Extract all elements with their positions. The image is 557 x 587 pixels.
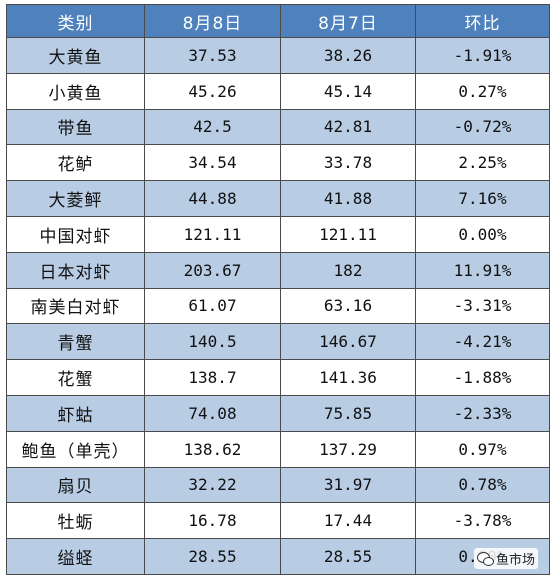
header-row: 类别 8月8日 8月7日 环比	[6, 4, 550, 38]
header-aug-8: 8月8日	[144, 4, 281, 38]
cell-change: 11.91%	[415, 251, 550, 289]
wechat-icon	[477, 551, 494, 566]
cell-aug-8-price: 138.7	[144, 359, 281, 396]
cell-category: 大菱鲆	[6, 180, 145, 217]
cell-category: 日本对虾	[6, 251, 145, 289]
cell-category: 带鱼	[6, 108, 145, 146]
header-category: 类别	[6, 4, 145, 38]
table-row: 扇贝 32.22 31.97 0.78%	[6, 466, 550, 504]
cell-aug-7-price: 41.88	[280, 180, 416, 217]
cell-change: 0.27%	[415, 72, 550, 110]
cell-aug-7-price: 182	[280, 251, 416, 289]
table-row: 中国对虾 121.11 121.11 0.00%	[6, 215, 550, 253]
cell-aug-7-price: 146.67	[280, 323, 416, 361]
cell-change: -3.78%	[415, 502, 550, 540]
cell-aug-8-price: 140.5	[144, 323, 281, 361]
table-header: 类别 8月8日 8月7日 环比	[6, 4, 550, 38]
cell-category: 牡蛎	[6, 502, 145, 540]
cell-aug-7-price: 141.36	[280, 359, 416, 396]
cell-category: 缢蛏	[6, 538, 145, 575]
cell-change: 0.97%	[415, 430, 550, 468]
cell-change: -1.91%	[415, 37, 550, 74]
cell-category: 中国对虾	[6, 215, 145, 253]
header-change: 环比	[415, 4, 550, 38]
cell-category: 鲍鱼（单壳）	[6, 430, 145, 468]
price-table: 类别 8月8日 8月7日 环比 大黄鱼 37.53 38.26 -1.91% 小黄鱼 45…	[6, 4, 550, 575]
cell-category: 扇贝	[6, 466, 145, 504]
cell-aug-8-price: 42.5	[144, 108, 281, 146]
cell-change: -1.88%	[415, 359, 550, 396]
cell-aug-7-price: 137.29	[280, 430, 416, 468]
table-row: 带鱼 42.5 42.81 -0.72%	[6, 108, 550, 146]
cell-aug-7-price: 17.44	[280, 502, 416, 540]
cell-category: 花蟹	[6, 359, 145, 396]
table-body: 大黄鱼 37.53 38.26 -1.91% 小黄鱼 45.26 45.14 0.27% 带鱼 4…	[6, 37, 550, 575]
cell-change: 0.00%	[415, 215, 550, 253]
cell-aug-8-price: 28.55	[144, 538, 281, 575]
cell-change: 0.78%	[415, 466, 550, 504]
cell-aug-8-price: 32.22	[144, 466, 281, 504]
table-row: 大菱鲆 44.88 41.88 7.16%	[6, 180, 550, 217]
cell-change: -2.33%	[415, 394, 550, 432]
table-row: 花鲈 34.54 33.78 2.25%	[6, 144, 550, 182]
cell-aug-8-price: 74.08	[144, 394, 281, 432]
table-row: 花蟹 138.7 141.36 -1.88%	[6, 359, 550, 396]
table-row: 鲍鱼（单壳） 138.62 137.29 0.97%	[6, 430, 550, 468]
table-row: 小黄鱼 45.26 45.14 0.27%	[6, 72, 550, 110]
cell-aug-8-price: 44.88	[144, 180, 281, 217]
cell-aug-8-price: 45.26	[144, 72, 281, 110]
cell-change: 7.16%	[415, 180, 550, 217]
cell-change: 2.25%	[415, 144, 550, 182]
cell-category: 南美白对虾	[6, 287, 145, 325]
cell-aug-7-price: 63.16	[280, 287, 416, 325]
cell-aug-7-price: 28.55	[280, 538, 416, 575]
cell-aug-7-price: 31.97	[280, 466, 416, 504]
cell-category: 大黄鱼	[6, 37, 145, 74]
header-aug-7: 8月7日	[280, 4, 416, 38]
cell-aug-7-price: 38.26	[280, 37, 416, 74]
cell-aug-8-price: 138.62	[144, 430, 281, 468]
cell-aug-8-price: 37.53	[144, 37, 281, 74]
cell-aug-7-price: 121.11	[280, 215, 416, 253]
table-row: 大黄鱼 37.53 38.26 -1.91%	[6, 37, 550, 74]
cell-aug-8-price: 34.54	[144, 144, 281, 182]
cell-category: 小黄鱼	[6, 72, 145, 110]
cell-aug-7-price: 75.85	[280, 394, 416, 432]
cell-category: 虾蛄	[6, 394, 145, 432]
table-row: 日本对虾 203.67 182 11.91%	[6, 251, 550, 289]
cell-aug-7-price: 42.81	[280, 108, 416, 146]
cell-aug-7-price: 33.78	[280, 144, 416, 182]
table-row: 牡蛎 16.78 17.44 -3.78%	[6, 502, 550, 540]
cell-aug-8-price: 203.67	[144, 251, 281, 289]
cell-change: -4.21%	[415, 323, 550, 361]
cell-change: -0.72%	[415, 108, 550, 146]
watermark-text: 鱼市场	[496, 553, 536, 568]
cell-category: 青蟹	[6, 323, 145, 361]
watermark: 鱼市场	[474, 548, 539, 569]
cell-category: 花鲈	[6, 144, 145, 182]
table-row: 南美白对虾 61.07 63.16 -3.31%	[6, 287, 550, 325]
cell-change: -3.31%	[415, 287, 550, 325]
cell-aug-7-price: 45.14	[280, 72, 416, 110]
cell-aug-8-price: 61.07	[144, 287, 281, 325]
cell-aug-8-price: 16.78	[144, 502, 281, 540]
cell-aug-8-price: 121.11	[144, 215, 281, 253]
table-row: 虾蛄 74.08 75.85 -2.33%	[6, 394, 550, 432]
table-row: 青蟹 140.5 146.67 -4.21%	[6, 323, 550, 361]
